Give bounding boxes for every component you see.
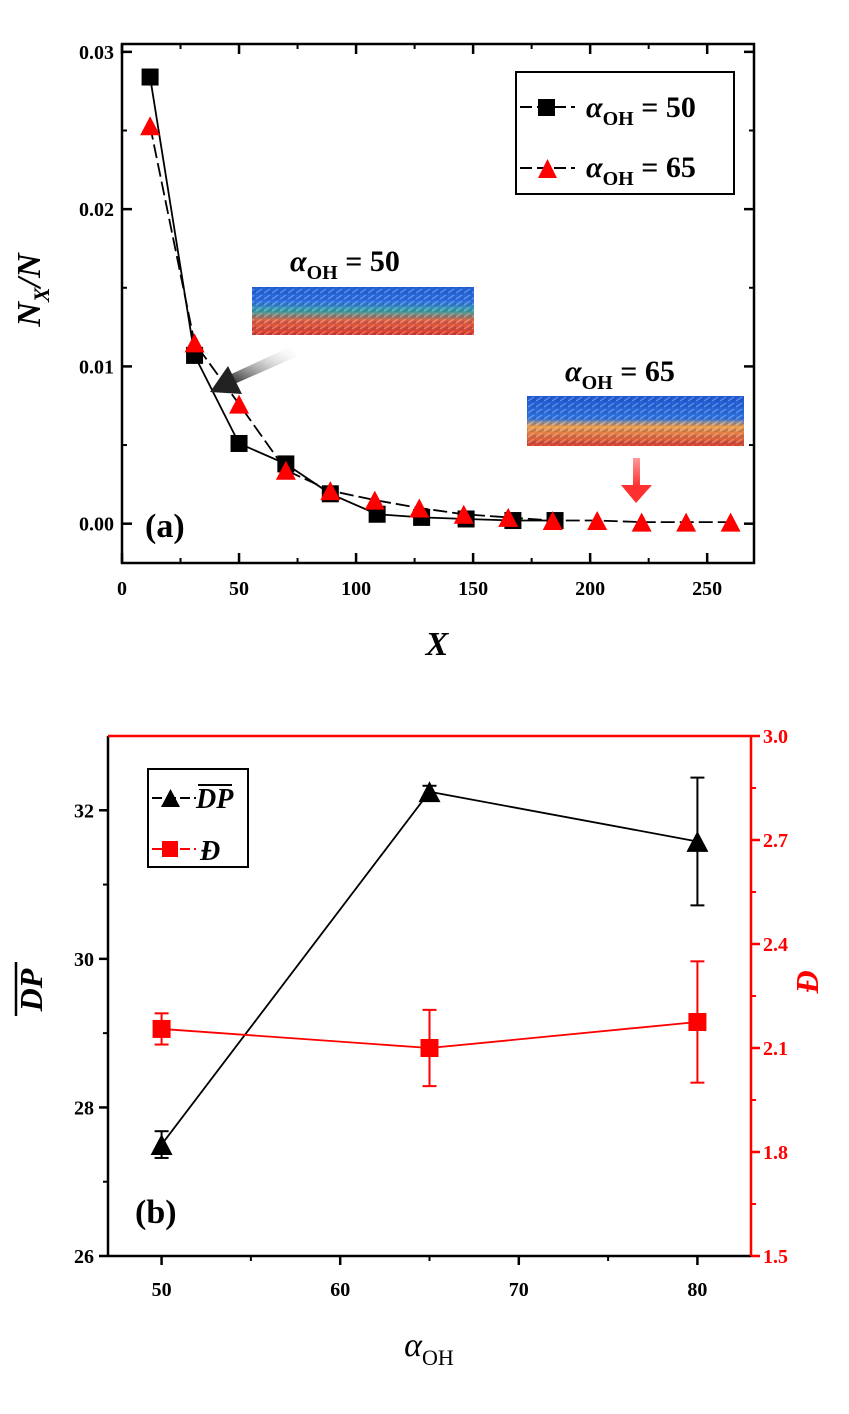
panel-label-a: (a)	[145, 508, 185, 545]
y-tick-label-left-b: 32	[74, 800, 94, 822]
legend-entry-d: Đ	[199, 836, 220, 867]
data-point-triangle	[184, 333, 205, 353]
data-point-square	[688, 1013, 707, 1031]
x-axis-title-b: αOH	[404, 1327, 454, 1370]
y-tick-label-left-b: 30	[74, 949, 94, 971]
data-point-triangle	[631, 512, 652, 532]
panel-a: 0 50 100 150 200 250 0.00 0.01 0.02 0.03 αOH = 50…	[11, 42, 756, 663]
data-point-triangle	[542, 511, 563, 531]
data-point-triangle	[229, 394, 250, 414]
y-axis-title-left-b: DP	[13, 962, 49, 1016]
x-tick-label-a: 0	[117, 578, 127, 600]
legend-b: DP Đ	[147, 768, 249, 868]
data-point-square	[420, 1039, 439, 1057]
y-tick-label-right-b: 1.5	[763, 1246, 788, 1268]
series-lines-a	[140, 68, 741, 532]
x-tick-label-b: 80	[687, 1279, 707, 1301]
axis-ticks-b	[99, 734, 760, 1265]
data-point-triangle	[686, 831, 709, 852]
y-tick-label-left-b: 26	[74, 1246, 94, 1268]
inset-label-50: αOH = 50	[290, 245, 400, 284]
y-axis-title-a: NX/N	[11, 252, 54, 328]
x-tick-label-a: 50	[229, 578, 249, 600]
data-point-square	[230, 434, 248, 452]
x-tick-label-a: 100	[341, 578, 371, 600]
series-lines-b	[150, 776, 709, 1159]
data-point-triangle	[418, 781, 441, 803]
data-point-triangle	[587, 511, 608, 531]
legend-a: αOH = 50 αOH = 65	[515, 71, 735, 195]
data-point-triangle	[676, 512, 697, 532]
y-axis-title-right-b: Đ	[789, 970, 825, 994]
y-tick-label-a: 0.03	[79, 42, 114, 64]
data-point-square	[141, 68, 159, 86]
y-tick-label-right-b: 3.0	[763, 726, 788, 748]
x-axis-title-a: X	[425, 626, 450, 663]
y-tick-label-right-b: 1.8	[763, 1142, 788, 1164]
data-point-triangle	[453, 504, 474, 524]
tick-labels-b: 50 60 70 80 26 28 30 32 1.5 1.8 2.1 2.4 2.7 3.0	[74, 726, 788, 1301]
data-point-triangle	[409, 498, 430, 518]
y-tick-label-right-b: 2.1	[763, 1038, 788, 1060]
inset-snapshot-50	[252, 287, 474, 335]
data-point-triangle	[320, 481, 341, 501]
y-tick-label-left-b: 28	[74, 1097, 94, 1119]
plot-frame-a	[120, 42, 756, 565]
legend-marker-dp	[161, 789, 180, 807]
data-point-square	[368, 505, 386, 523]
y-tick-label-a: 0.01	[79, 356, 114, 378]
legend-entry-dp: DP	[195, 784, 234, 815]
data-point-triangle	[140, 116, 161, 136]
x-tick-label-b: 50	[152, 1279, 172, 1301]
legend-entry-50: αOH = 50	[586, 91, 696, 130]
x-tick-label-b: 60	[330, 1279, 350, 1301]
axis-ticks-a	[120, 44, 754, 563]
y-tick-label-right-b: 2.4	[763, 934, 788, 956]
legend-marker-triangle	[538, 159, 557, 178]
legend-marker-square	[538, 99, 555, 116]
series-line-a-1	[149, 125, 731, 524]
data-point-triangle	[498, 507, 519, 527]
series-line-a-0	[149, 76, 556, 522]
y-tick-label-a: 0.02	[79, 199, 114, 221]
inset-label-65: αOH = 65	[565, 355, 675, 394]
tick-labels-a: 0 50 100 150 200 250 0.00 0.01 0.02 0.03	[79, 42, 722, 600]
panel-label-b: (b)	[135, 1194, 177, 1231]
y-tick-label-a: 0.00	[79, 514, 114, 536]
arrow-pointer-65	[621, 458, 652, 503]
legend-entry-65: αOH = 65	[586, 151, 696, 190]
data-point-triangle	[720, 512, 741, 532]
legend-marker-d	[162, 841, 178, 857]
x-tick-label-a: 150	[458, 578, 488, 600]
y-tick-label-right-b: 2.7	[763, 830, 788, 852]
arrow-pointer-50	[210, 346, 298, 394]
data-point-triangle	[364, 490, 385, 510]
x-tick-label-a: 250	[692, 578, 722, 600]
svg-text:DP: DP	[13, 968, 49, 1012]
inset-snapshot-65	[527, 396, 744, 446]
x-tick-label-b: 70	[509, 1279, 529, 1301]
data-point-square	[152, 1019, 171, 1038]
x-tick-label-a: 200	[575, 578, 605, 600]
data-point-triangle	[275, 460, 296, 480]
data-point-triangle	[150, 1134, 173, 1156]
